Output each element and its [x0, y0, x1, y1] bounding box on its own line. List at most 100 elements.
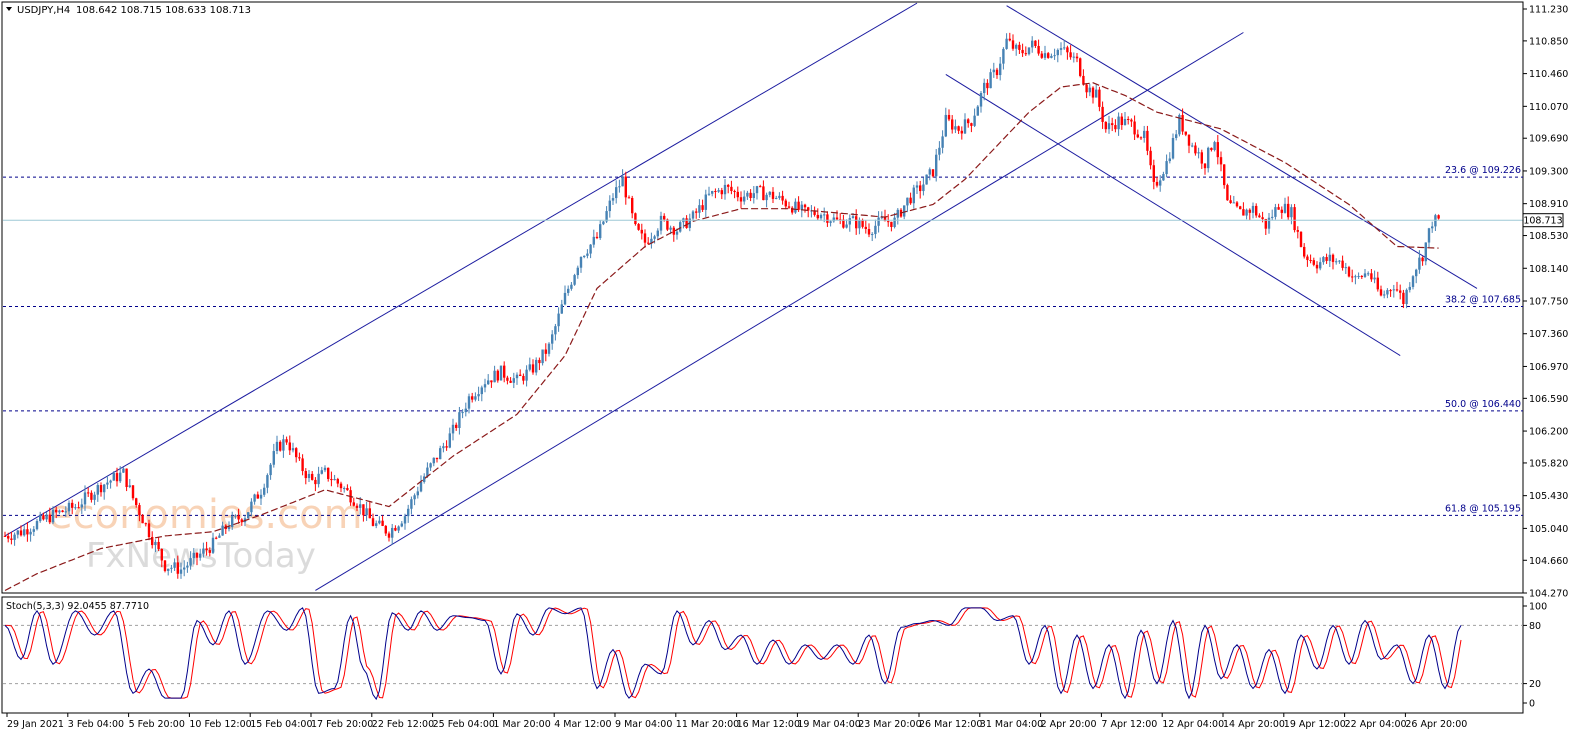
price-tick-label: 107.360 [1529, 329, 1568, 340]
candle-body [618, 186, 621, 188]
candle-body [1098, 89, 1101, 107]
candle-body [125, 468, 128, 488]
candle-body [483, 384, 487, 388]
candle-body [1210, 147, 1213, 150]
candle-body [1303, 246, 1306, 257]
candle-body [896, 209, 899, 218]
time-tick-label: 19 Apr 12:00 [1284, 719, 1346, 730]
candle-body [864, 226, 867, 230]
candle-body [131, 485, 135, 499]
candle-body [391, 527, 394, 538]
candle-body [122, 468, 125, 473]
candle-body [733, 191, 736, 193]
candle-body [1114, 125, 1117, 130]
candle-body [634, 213, 637, 225]
candle-body [1037, 45, 1040, 54]
candle-body [1178, 115, 1181, 135]
candle-body [1274, 207, 1277, 217]
candle-body [979, 93, 983, 107]
price-tick-label: 108.910 [1529, 199, 1568, 210]
candle-body [435, 457, 439, 460]
candle-body [1415, 269, 1418, 277]
candle-body [1367, 273, 1370, 275]
candle-body [1386, 290, 1389, 295]
candle-body [1034, 40, 1037, 46]
candle-body [1050, 55, 1053, 58]
candle-body [871, 234, 874, 236]
time-tick-label: 29 Jan 2021 [7, 719, 64, 730]
candle-body [963, 119, 967, 134]
candle-body [826, 214, 829, 223]
candle-body [931, 169, 935, 177]
moving-average-line [4, 82, 1439, 592]
candle-body [759, 186, 762, 188]
candle-body [192, 552, 195, 559]
price-tick-label: 105.820 [1529, 458, 1568, 469]
candle-body [1283, 203, 1287, 213]
candle-body [995, 69, 999, 76]
candle-body [199, 553, 202, 558]
candle-body [1424, 242, 1427, 262]
candle-body [26, 529, 29, 535]
candle-body [327, 467, 330, 479]
candle-body [282, 439, 285, 451]
candle-body [1434, 215, 1437, 227]
candle-body [1011, 40, 1015, 49]
stoch-signal-line [5, 607, 1462, 699]
candle-body [701, 205, 704, 210]
candle-body [480, 387, 483, 395]
stoch-main-line [4, 607, 1462, 701]
candle-body [1075, 56, 1079, 59]
candle-body [429, 463, 432, 468]
candle-body [109, 480, 112, 483]
candle-body [1261, 217, 1264, 220]
candle-body [343, 488, 346, 490]
candle-body [221, 525, 224, 536]
candle-body [525, 369, 528, 381]
time-tick-label: 12 Apr 04:00 [1162, 719, 1224, 730]
candle-body [547, 343, 551, 354]
time-tick-label: 23 Mar 20:00 [858, 719, 921, 730]
candle-body [554, 326, 557, 335]
candle-body [227, 526, 231, 530]
candle-body [1280, 209, 1283, 213]
candle-body [330, 478, 333, 481]
candle-body [999, 63, 1002, 76]
candle-body [1239, 206, 1242, 210]
candle-body [259, 494, 263, 499]
candle-body [170, 567, 173, 569]
candle-body [1258, 215, 1261, 218]
candle-body [800, 204, 803, 210]
fib-level-label: 23.6 @ 109.226 [1445, 165, 1521, 176]
candle-body [455, 424, 458, 428]
candle-body [275, 441, 279, 452]
candle-body [727, 184, 730, 187]
candle-body [1072, 56, 1075, 58]
candle-body [1235, 202, 1239, 207]
candle-body [637, 224, 640, 230]
candle-body [925, 174, 928, 185]
candle-body [643, 233, 647, 243]
candle-body [1040, 53, 1043, 58]
candle-body [1255, 205, 1258, 216]
candle-body [848, 218, 851, 225]
candle-body [154, 541, 157, 546]
candle-body [477, 394, 480, 397]
candle-body [387, 533, 391, 538]
candle-body [1347, 267, 1351, 277]
candle-body [336, 479, 339, 484]
candle-body [711, 191, 714, 194]
candle-body [375, 523, 378, 526]
candle-body [439, 448, 442, 460]
collapse-triangle-icon[interactable] [6, 7, 12, 11]
stoch-title: Stoch(5,3,3) 92.0455 87.7710 [6, 601, 149, 612]
candle-body [1101, 106, 1104, 122]
candle-body [410, 499, 413, 509]
candle-body [973, 115, 976, 126]
candle-body [1107, 123, 1111, 130]
candle-body [263, 487, 266, 495]
candle-body [947, 114, 951, 120]
price-tick-label: 109.690 [1529, 134, 1568, 145]
candle-body [611, 198, 615, 201]
candle-body [1325, 257, 1328, 261]
